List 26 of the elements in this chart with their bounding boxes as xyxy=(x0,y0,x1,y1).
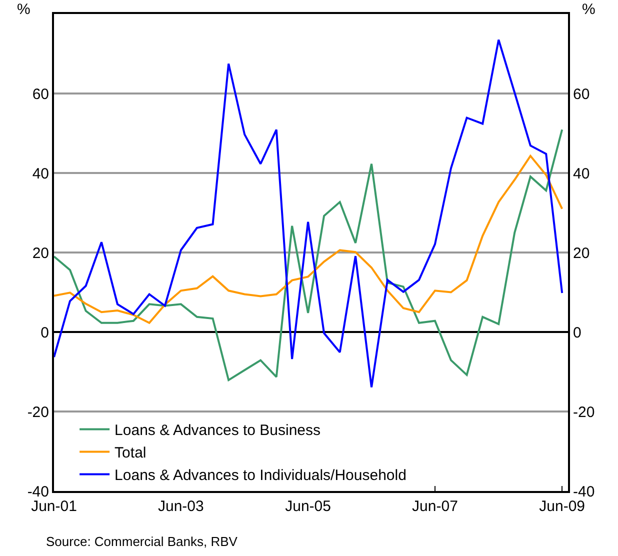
legend-label: Loans & Advances to Individuals/Household xyxy=(114,467,406,484)
x-tick-label: Jun-05 xyxy=(285,498,331,515)
y2-tick-label: 40 xyxy=(573,165,590,182)
x-tick-label: Jun-03 xyxy=(158,498,204,515)
y-tick-label: 0 xyxy=(40,324,49,342)
source-note: Source: Commercial Banks, RBV xyxy=(46,534,238,549)
y-tick-label: 40 xyxy=(32,165,49,182)
y2-tick-label: -20 xyxy=(573,404,595,421)
y2-axis-title: % xyxy=(582,1,596,18)
y2-tick-label: 0 xyxy=(573,324,582,342)
y2-tick-label: 60 xyxy=(573,86,590,103)
y-tick-label: 20 xyxy=(32,244,49,262)
line-series xyxy=(54,38,564,388)
x-tick-label: Jun-01 xyxy=(31,498,77,515)
y-axis-title: % xyxy=(17,1,30,18)
line-series xyxy=(54,154,564,324)
line-series xyxy=(54,128,564,382)
x-tick-label: Jun-09 xyxy=(539,498,586,515)
y-tick-label: -40 xyxy=(27,483,49,500)
legend-label: Total xyxy=(114,444,146,462)
y2-tick-label: 20 xyxy=(573,244,590,262)
legend-label: Loans & Advances to Business xyxy=(114,422,321,440)
y-tick-label: 60 xyxy=(32,86,49,103)
y-tick-label: -20 xyxy=(27,404,49,421)
y2-tick-label: -40 xyxy=(573,483,595,500)
x-tick-label: Jun-07 xyxy=(412,498,458,515)
